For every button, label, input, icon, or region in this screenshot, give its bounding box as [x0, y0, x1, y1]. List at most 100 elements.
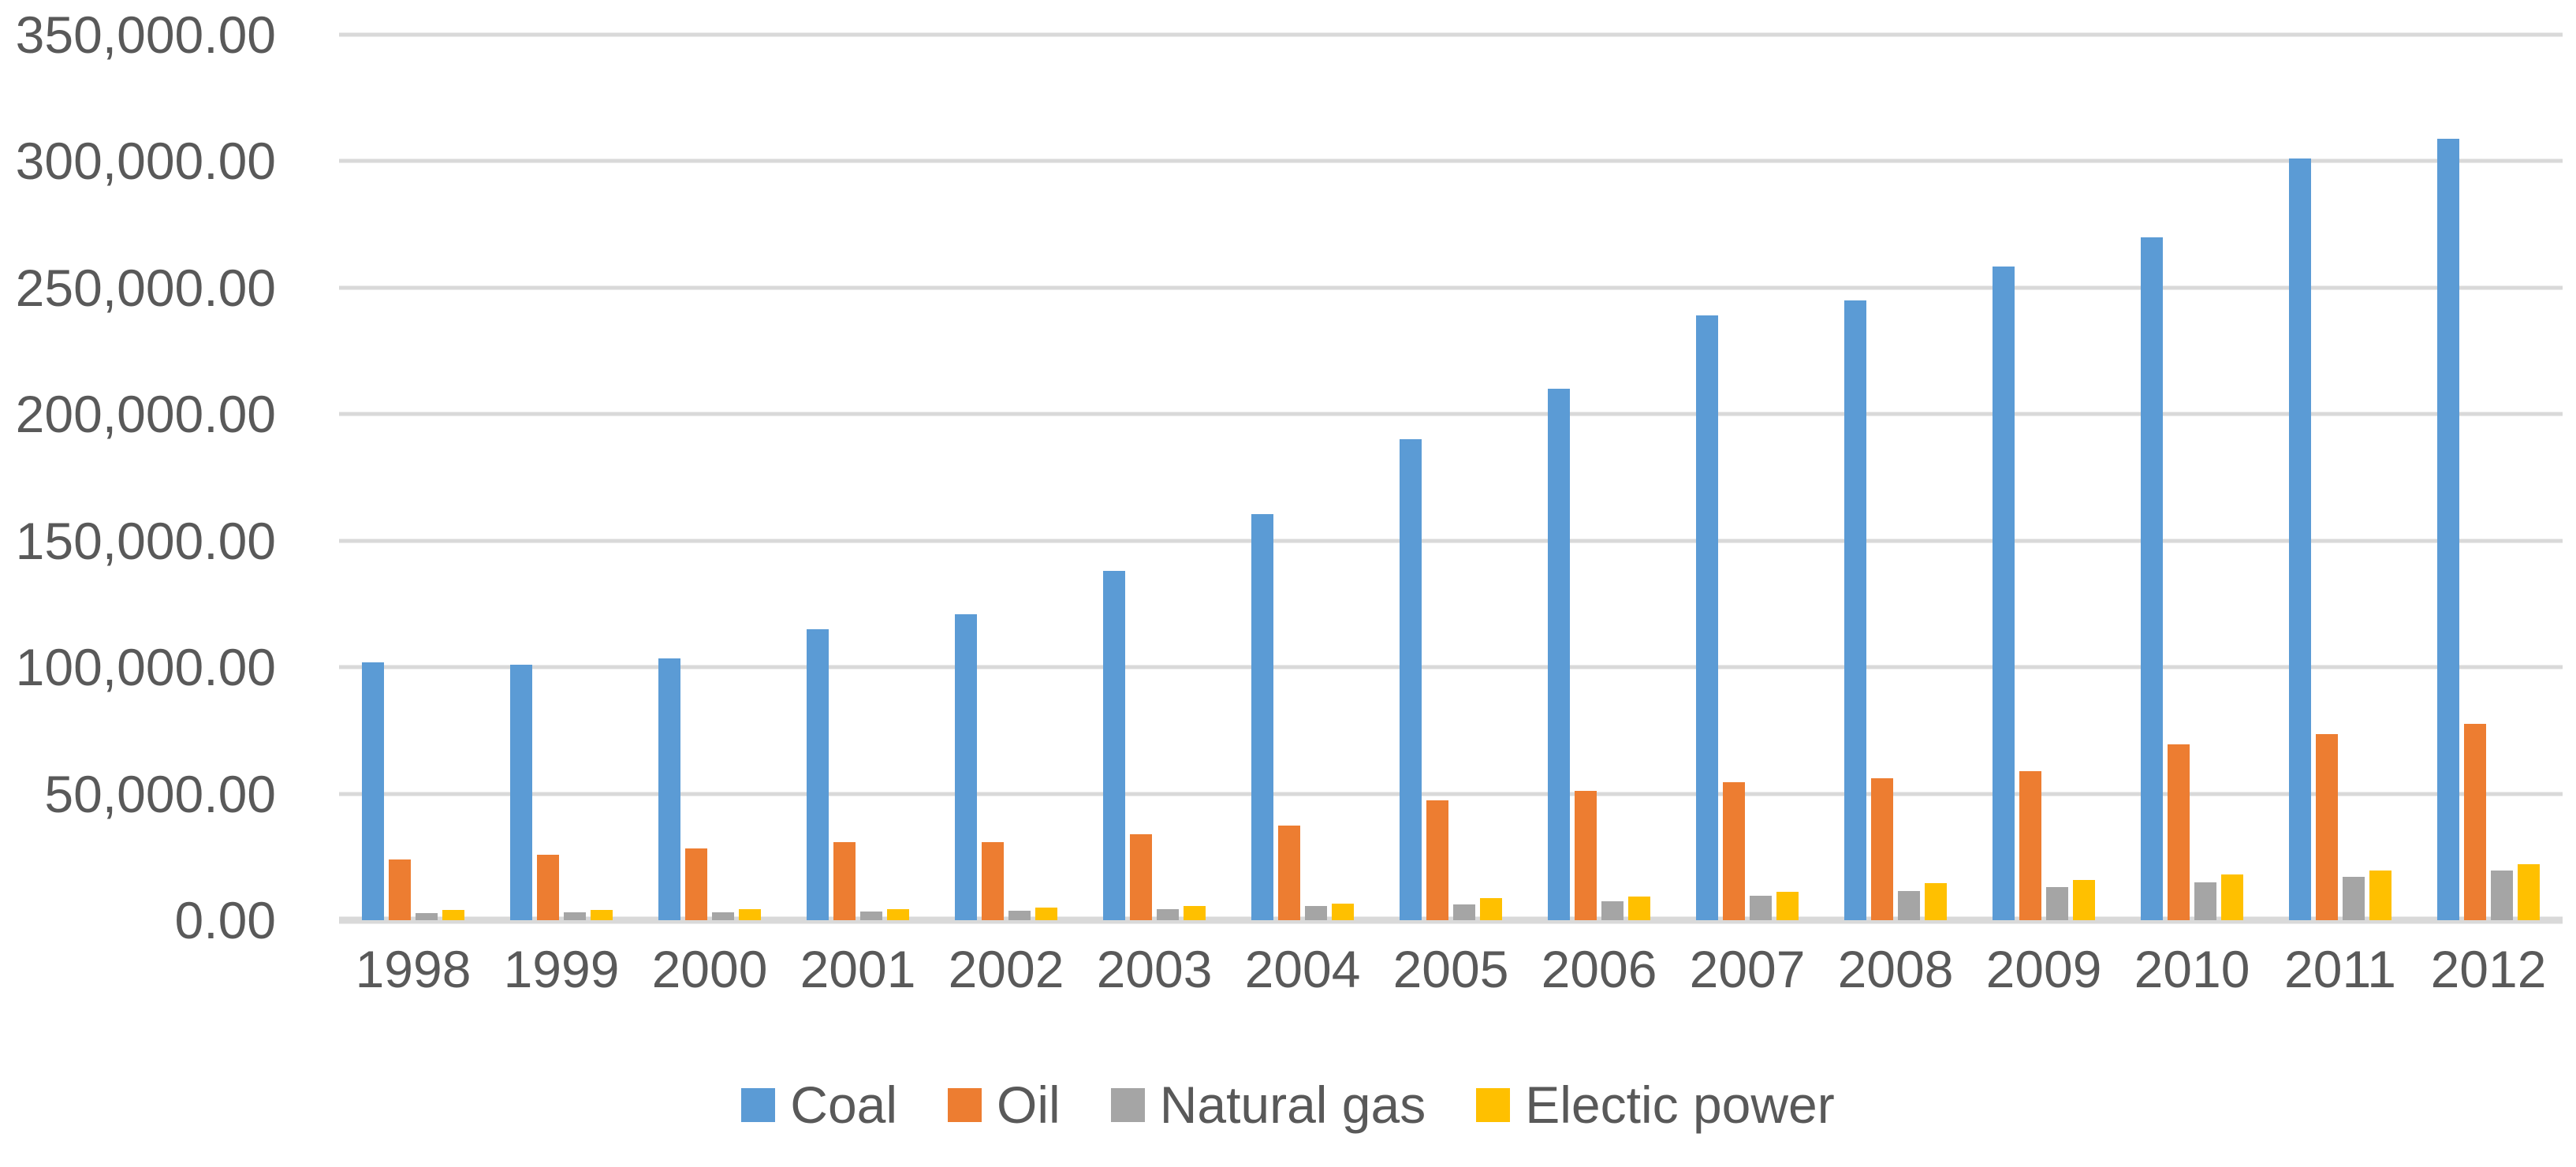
bar-electic-power-2012 [2518, 864, 2540, 920]
x-axis-baseline [339, 916, 2563, 924]
bar-oil-2012 [2464, 724, 2486, 920]
gridline [339, 412, 2563, 416]
bar-group-2006 [1525, 35, 1673, 920]
gridline [339, 285, 2563, 290]
bar-oil-2005 [1426, 800, 1448, 920]
bar-group-2007 [1673, 35, 1821, 920]
bar-natural-gas-2009 [2046, 887, 2068, 920]
bar-group-1999 [487, 35, 636, 920]
bar-natural-gas-2000 [712, 912, 734, 920]
bar-group-1998 [339, 35, 487, 920]
bar-group-2004 [1228, 35, 1377, 920]
x-axis: 1998 1999 2000 2001 2002 2003 2004 2005 2006 2007… [339, 943, 2563, 995]
bar-group-2011 [2266, 35, 2414, 920]
bar-coal-2005 [1400, 439, 1422, 920]
bar-group-2005 [1377, 35, 1525, 920]
legend-item-coal: Coal [741, 1079, 897, 1131]
bar-natural-gas-2001 [860, 911, 882, 920]
y-tick-label: 250,000.00 [15, 258, 276, 317]
bar-group-2012 [2414, 35, 2563, 920]
bar-natural-gas-2007 [1750, 896, 1772, 920]
y-tick-label: 200,000.00 [15, 385, 276, 444]
bar-electic-power-2000 [739, 908, 761, 920]
legend-swatch-icon [948, 1087, 982, 1122]
bar-natural-gas-2008 [1898, 891, 1920, 920]
x-tick-label-2000: 2000 [651, 940, 768, 998]
bar-oil-1999 [537, 854, 559, 920]
gridline [339, 792, 2563, 796]
bar-electic-power-2001 [887, 908, 909, 920]
y-tick-label: 300,000.00 [15, 132, 276, 191]
bar-oil-2009 [2019, 770, 2041, 920]
bar-coal-2008 [1844, 300, 1866, 920]
gridline [339, 158, 2563, 163]
bar-natural-gas-2004 [1305, 906, 1327, 920]
y-axis: 350,000.00 300,000.00 250,000.00 200,000.00… [0, 9, 276, 946]
bar-group-2001 [784, 35, 932, 920]
bar-natural-gas-2012 [2491, 871, 2513, 920]
bar-coal-2001 [807, 629, 829, 920]
bar-natural-gas-1998 [416, 913, 438, 920]
bar-oil-2000 [685, 848, 707, 920]
x-tick-label-2009: 2009 [1985, 940, 2102, 998]
bar-oil-2007 [1723, 782, 1745, 920]
x-tick-label-2005: 2005 [1392, 940, 1509, 998]
bar-electic-power-2006 [1628, 896, 1650, 920]
bar-group-2008 [1821, 35, 1970, 920]
bar-electic-power-2004 [1332, 903, 1354, 920]
bar-group-2003 [1080, 35, 1228, 920]
bar-oil-2010 [2168, 744, 2190, 920]
bar-group-2010 [2118, 35, 2266, 920]
gridline [339, 539, 2563, 543]
x-tick-label-2008: 2008 [1837, 940, 1954, 998]
bar-electic-power-1999 [591, 909, 613, 920]
legend-item-electic-power: Electic power [1476, 1079, 1835, 1131]
bar-coal-2012 [2437, 138, 2459, 920]
bar-oil-2011 [2316, 734, 2338, 920]
x-tick-label-1998: 1998 [355, 940, 472, 998]
y-tick-label: 350,000.00 [15, 6, 276, 64]
bar-oil-2003 [1130, 833, 1152, 920]
bar-coal-2004 [1251, 514, 1273, 920]
bar-group-2009 [1970, 35, 2118, 920]
bar-natural-gas-2010 [2194, 882, 2216, 920]
bar-oil-2008 [1871, 778, 1893, 920]
bar-electic-power-2009 [2073, 879, 2095, 920]
bar-oil-2004 [1278, 825, 1300, 920]
bar-coal-2010 [2141, 237, 2163, 920]
bar-oil-2002 [982, 841, 1004, 920]
x-tick-label-2007: 2007 [1689, 940, 1806, 998]
legend-item-natural-gas: Natural gas [1110, 1079, 1426, 1131]
legend-swatch-icon [1110, 1087, 1145, 1122]
bar-electic-power-2010 [2221, 874, 2243, 920]
x-tick-label-2006: 2006 [1541, 940, 1657, 998]
bar-group-2002 [932, 35, 1080, 920]
bar-coal-2002 [955, 613, 977, 920]
bar-natural-gas-2002 [1008, 910, 1031, 920]
y-tick-label: 150,000.00 [15, 511, 276, 570]
bar-groups-container [339, 35, 2563, 920]
x-tick-label-2001: 2001 [800, 940, 916, 998]
x-tick-label-1999: 1999 [503, 940, 620, 998]
bar-electic-power-2002 [1035, 907, 1057, 920]
y-tick-label: 100,000.00 [15, 638, 276, 697]
x-tick-label-2004: 2004 [1244, 940, 1361, 998]
bar-electic-power-1998 [442, 910, 464, 920]
bar-oil-2001 [833, 841, 856, 920]
legend-label: Oil [997, 1076, 1061, 1134]
bar-electic-power-2007 [1776, 892, 1799, 920]
legend-swatch-icon [741, 1087, 776, 1122]
bar-coal-2006 [1548, 389, 1570, 920]
bar-electic-power-2005 [1480, 898, 1502, 920]
bar-coal-2011 [2289, 158, 2311, 920]
bar-natural-gas-2006 [1601, 900, 1624, 920]
bar-coal-2009 [1993, 266, 2015, 920]
bar-natural-gas-2005 [1453, 904, 1475, 920]
legend-label: Electic power [1525, 1076, 1835, 1134]
bar-electic-power-2011 [2369, 871, 2391, 920]
bar-oil-1998 [389, 859, 411, 920]
gridline [339, 665, 2563, 669]
y-tick-label: 0.00 [174, 891, 276, 949]
bar-coal-1998 [362, 662, 384, 920]
